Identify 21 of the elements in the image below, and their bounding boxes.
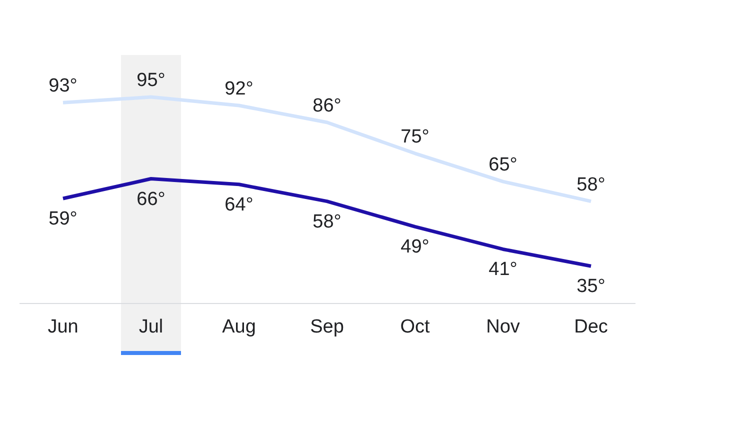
data-label: 92° (224, 78, 254, 100)
data-label: 93° (48, 76, 78, 97)
data-label: 66° (136, 188, 166, 210)
data-label: 75° (400, 126, 430, 148)
x-tick-label: Nov (486, 316, 520, 338)
data-label: 59° (48, 208, 78, 230)
data-label: 86° (312, 95, 342, 116)
data-label: 64° (224, 194, 254, 216)
x-tick-label: Jun (48, 316, 78, 338)
data-label: 41° (488, 259, 518, 280)
data-label: 58° (312, 211, 342, 232)
x-tick-label: Aug (222, 316, 256, 338)
data-label: 49° (400, 236, 430, 258)
data-label: 58° (576, 174, 606, 196)
x-tick-label: Oct (400, 316, 430, 338)
x-tick-label: Jul (138, 316, 164, 338)
data-label: 35° (576, 276, 606, 298)
data-label: 65° (488, 154, 518, 176)
x-tick-label: Dec (574, 316, 608, 338)
x-tick-label: Sep (310, 316, 344, 338)
data-label: 95° (136, 70, 166, 92)
